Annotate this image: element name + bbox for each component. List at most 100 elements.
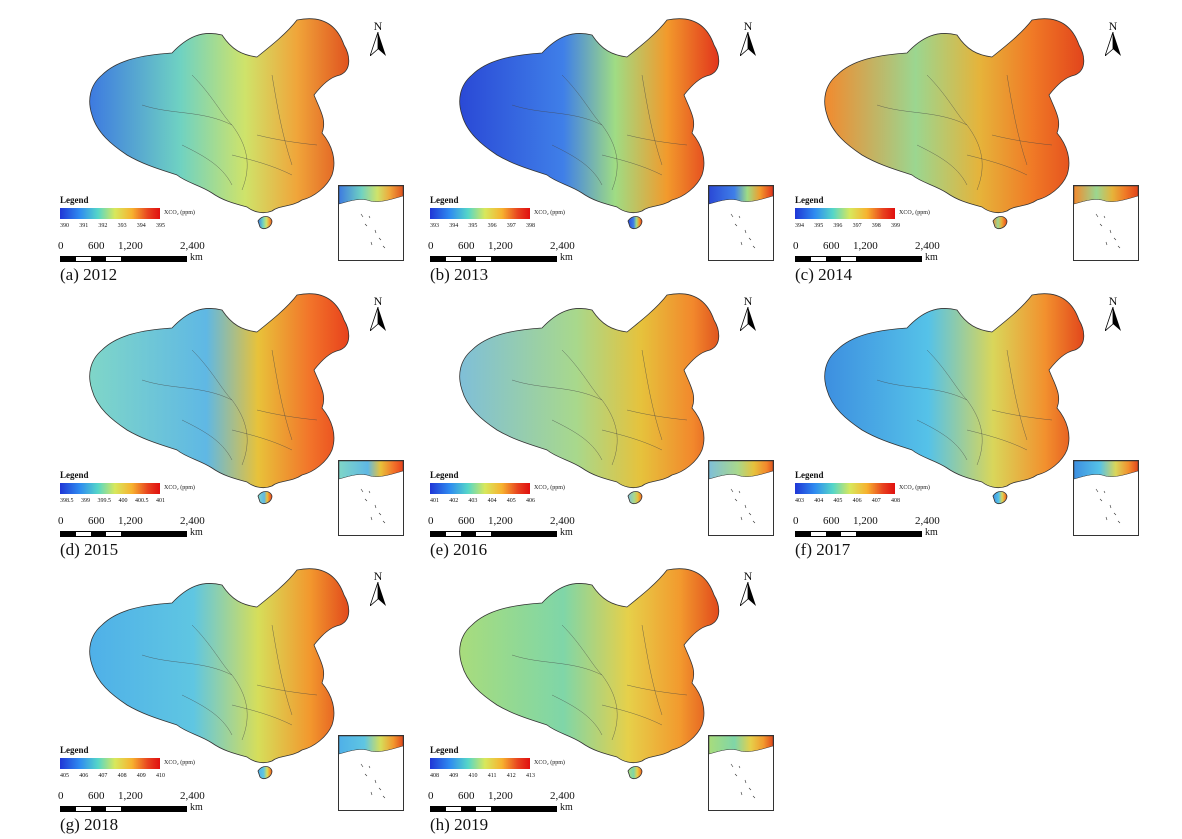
legend-ticks: 405 406 407 408 409 410 bbox=[60, 773, 165, 779]
legend-tick: 395 bbox=[468, 223, 478, 229]
legend-unit: XCO₂ (ppm) bbox=[164, 485, 195, 491]
legend-title: Legend bbox=[430, 470, 459, 480]
legend-tick: 400 bbox=[118, 498, 128, 504]
legend-unit: XCO₂ (ppm) bbox=[164, 760, 195, 766]
scale-label-2400: 2,400 bbox=[550, 515, 575, 527]
north-arrow: N bbox=[369, 295, 386, 336]
scale-label-2400: 2,400 bbox=[915, 515, 940, 527]
legend-unit: XCO₂ (ppm) bbox=[534, 760, 565, 766]
legend-tick: 397 bbox=[852, 223, 862, 229]
map-panel-h: N Legend XCO₂ (ppm) 408 409 410 411 412 413 0… bbox=[428, 565, 790, 835]
north-arrow-icon bbox=[739, 31, 756, 58]
legend-colorbar bbox=[60, 208, 160, 219]
legend-tick: 390 bbox=[60, 223, 69, 229]
south-china-sea-inset bbox=[338, 460, 404, 536]
scale-label-1200: 1,200 bbox=[488, 515, 513, 527]
north-arrow: N bbox=[369, 20, 386, 61]
legend-tick: 410 bbox=[468, 773, 478, 779]
legend-tick: 406 bbox=[79, 773, 89, 779]
legend-tick: 395 bbox=[155, 223, 165, 229]
scale-unit: km bbox=[560, 527, 573, 538]
legend-tick: 404 bbox=[487, 498, 497, 504]
inset-map bbox=[339, 461, 403, 524]
south-china-sea-inset bbox=[338, 185, 404, 261]
legend-tick: 407 bbox=[871, 498, 881, 504]
legend-tick: 405 bbox=[60, 773, 69, 779]
legend-tick: 399 bbox=[890, 223, 900, 229]
scale-label-600: 600 bbox=[88, 240, 105, 252]
scale-unit: km bbox=[190, 802, 203, 813]
china-xco2-map bbox=[89, 293, 350, 505]
legend-tick: 399.5 bbox=[97, 498, 112, 504]
inset-map bbox=[709, 461, 773, 524]
legend-tick: 391 bbox=[79, 223, 89, 229]
legend-tick: 413 bbox=[525, 773, 535, 779]
legend-tick: 393 bbox=[430, 223, 439, 229]
legend-ticks: 390 391 392 393 394 395 bbox=[60, 223, 165, 229]
panel-caption: (c) 2014 bbox=[795, 265, 853, 284]
map-panel-b: N Legend XCO₂ (ppm) 393 394 395 396 397 398 0… bbox=[428, 15, 790, 285]
legend-ticks: 401 402 403 404 405 406 bbox=[430, 498, 535, 504]
china-xco2-map bbox=[89, 18, 350, 230]
china-xco2-map bbox=[824, 293, 1085, 505]
scale-label-0: 0 bbox=[428, 790, 434, 802]
south-china-sea-inset bbox=[708, 460, 774, 536]
north-label: N bbox=[743, 19, 753, 33]
legend-tick: 402 bbox=[449, 498, 459, 504]
north-arrow-icon bbox=[369, 581, 386, 608]
scale-label-600: 600 bbox=[823, 240, 840, 252]
china-xco2-map bbox=[89, 568, 350, 780]
scale-bar bbox=[430, 256, 557, 262]
map-panel-e: N Legend XCO₂ (ppm) 401 402 403 404 405 406 0… bbox=[428, 290, 790, 560]
legend-tick: 398 bbox=[871, 223, 881, 229]
map-panel-g: N Legend XCO₂ (ppm) 405 406 407 408 409 410 0… bbox=[58, 565, 420, 835]
legend-tick: 397 bbox=[506, 223, 516, 229]
scale-label-2400: 2,400 bbox=[915, 240, 940, 252]
legend-tick: 396 bbox=[487, 223, 497, 229]
legend-tick: 407 bbox=[98, 773, 108, 779]
scale-bar bbox=[795, 531, 922, 537]
scale-bar bbox=[430, 531, 557, 537]
scale-unit: km bbox=[560, 252, 573, 263]
north-label: N bbox=[1108, 19, 1118, 33]
china-xco2-map bbox=[824, 18, 1085, 230]
legend-tick: 394 bbox=[136, 223, 146, 229]
scale-label-600: 600 bbox=[458, 790, 475, 802]
legend-title: Legend bbox=[60, 745, 89, 755]
legend-tick: 408 bbox=[890, 498, 900, 504]
legend-tick: 398.5 bbox=[60, 498, 74, 504]
scale-unit: km bbox=[925, 527, 938, 538]
legend-unit: XCO₂ (ppm) bbox=[534, 210, 565, 216]
north-arrow: N bbox=[739, 295, 756, 336]
panel-caption: (h) 2019 bbox=[430, 815, 489, 834]
legend-ticks: 403 404 405 406 407 408 bbox=[795, 498, 900, 504]
legend-ticks: 394 395 396 397 398 399 bbox=[795, 223, 900, 229]
legend-tick: 406 bbox=[852, 498, 862, 504]
north-arrow: N bbox=[739, 569, 756, 611]
legend-unit: XCO₂ (ppm) bbox=[164, 210, 195, 216]
map-panel-c: N Legend XCO₂ (ppm) 394 395 396 397 398 399 0… bbox=[793, 15, 1155, 285]
legend-colorbar bbox=[430, 208, 530, 219]
north-arrow-icon bbox=[739, 581, 756, 608]
legend-tick: 395 bbox=[814, 223, 824, 229]
scale-label-1200: 1,200 bbox=[488, 790, 513, 802]
south-china-sea-inset bbox=[1073, 185, 1139, 261]
china-xco2-map bbox=[459, 568, 720, 780]
scale-label-600: 600 bbox=[823, 515, 840, 527]
panel-caption: (e) 2016 bbox=[430, 540, 488, 559]
panel-caption: (g) 2018 bbox=[60, 815, 119, 834]
south-china-sea-inset bbox=[708, 185, 774, 261]
legend-unit: XCO₂ (ppm) bbox=[899, 485, 930, 491]
legend-tick: 394 bbox=[449, 223, 459, 229]
legend-colorbar bbox=[430, 483, 530, 494]
legend-title: Legend bbox=[430, 745, 459, 755]
scale-label-600: 600 bbox=[458, 515, 475, 527]
south-china-sea-inset bbox=[708, 735, 774, 811]
north-label: N bbox=[743, 569, 753, 583]
north-arrow-icon bbox=[1104, 306, 1121, 333]
inset-map bbox=[709, 186, 773, 249]
inset-map bbox=[339, 736, 403, 799]
panel-caption: (b) 2013 bbox=[430, 265, 489, 284]
scale-label-2400: 2,400 bbox=[550, 240, 575, 252]
